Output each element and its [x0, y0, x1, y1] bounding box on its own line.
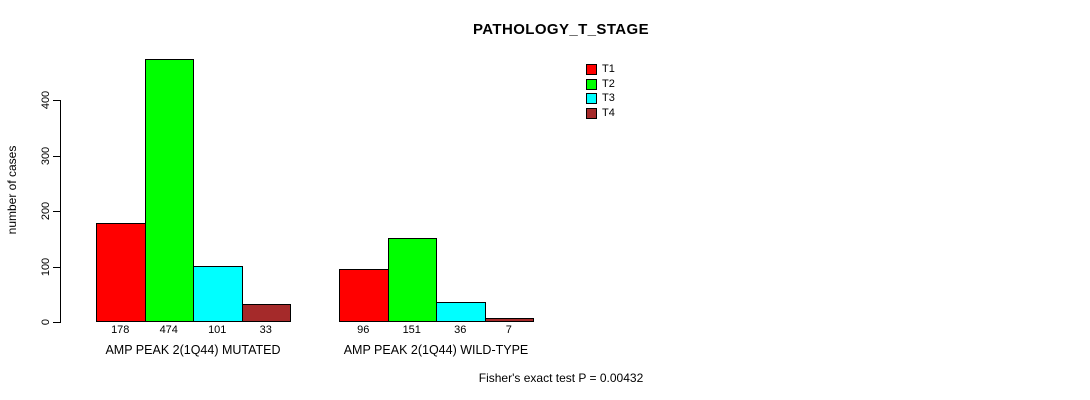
legend: T1 T2 T3 T4 [586, 64, 615, 119]
y-axis-tick-label: 100 [40, 257, 52, 276]
y-axis-tick [53, 155, 60, 157]
y-axis-tick [53, 211, 60, 212]
bar-t3-group2 [436, 302, 486, 322]
bar-value-label: 178 [111, 324, 130, 336]
y-axis-label: number of cases [5, 145, 19, 235]
bar-t1-group2 [339, 268, 389, 322]
legend-item: T1 [586, 64, 615, 76]
legend-label: T1 [602, 63, 615, 76]
legend-swatch-t2 [586, 78, 597, 90]
legend-label: T3 [602, 92, 615, 105]
bar-t1-group1 [96, 223, 146, 322]
y-axis-tick [53, 266, 60, 268]
bar-t2-group1 [144, 58, 194, 322]
legend-swatch-t3 [586, 93, 597, 105]
y-axis-tick [53, 100, 60, 101]
bar-t3-group1 [193, 265, 243, 322]
legend-swatch-t1 [586, 64, 597, 76]
y-axis-tick-label: 400 [40, 90, 52, 110]
bar-value-label: 101 [208, 324, 227, 336]
bar-value-label: 36 [454, 324, 467, 336]
y-axis-tick-label: 300 [40, 146, 52, 165]
y-axis-line [60, 100, 61, 323]
bar-t4-group1 [241, 303, 291, 322]
legend-item: T2 [586, 77, 615, 91]
legend-item: T4 [586, 106, 615, 120]
legend-item: T3 [586, 93, 615, 105]
chart-title: PATHOLOGY_T_STAGE [473, 21, 649, 38]
bar-value-label: 151 [402, 324, 421, 336]
group-label: AMP PEAK 2(1Q44) WILD-TYPE [343, 343, 529, 357]
annotation-pvalue: Fisher's exact test P = 0.00432 [478, 371, 644, 385]
bar-value-label: 7 [505, 324, 512, 336]
bar-value-label: 33 [259, 324, 272, 336]
legend-label: T4 [602, 106, 615, 119]
group-label: AMP PEAK 2(1Q44) MUTATED [105, 343, 281, 357]
y-axis-tick-label: 200 [40, 201, 52, 221]
y-axis-tick-label: 0 [40, 318, 52, 326]
legend-label: T2 [602, 77, 615, 90]
legend-swatch-t4 [586, 107, 597, 119]
bar-value-label: 474 [159, 324, 178, 336]
y-axis-tick [53, 322, 60, 323]
bar-value-label: 96 [357, 324, 370, 336]
bar-t4-group2 [484, 318, 534, 322]
bar-t2-group2 [387, 238, 437, 322]
